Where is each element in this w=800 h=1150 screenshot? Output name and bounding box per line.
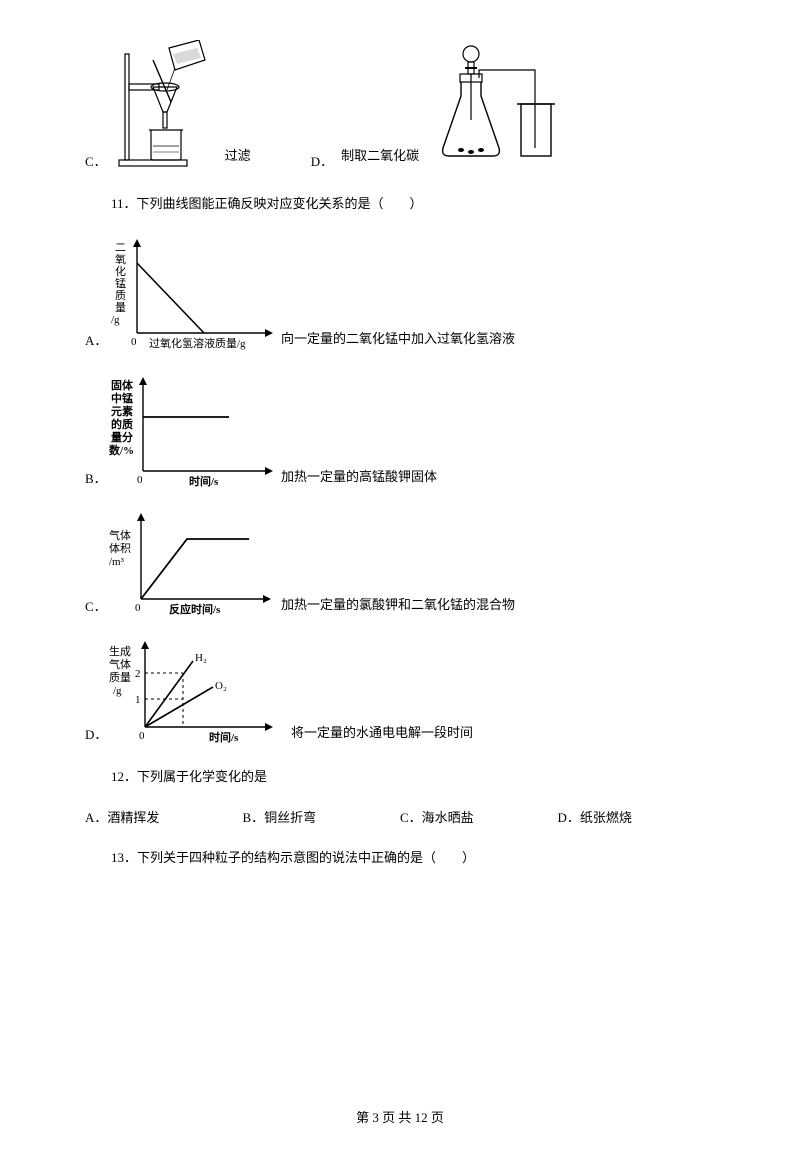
footer-text: 第 3 页 共 12 页	[356, 1110, 444, 1125]
svg-text:时间/s: 时间/s	[209, 730, 239, 744]
svg-text:0: 0	[137, 474, 143, 486]
q12-stem-text: 下列属于化学变化的是	[137, 769, 267, 784]
svg-text:中锰: 中锰	[111, 391, 133, 405]
q11-a-letter: A．	[85, 330, 109, 353]
svg-text:量分: 量分	[111, 430, 133, 444]
chart-a-svg: 二 氧 化 锰 质 量 /g 0 过氧化氢溶液质量/g	[109, 233, 279, 353]
q11-stem-text: 下列曲线图能正确反映对应变化关系的是（ ）	[137, 196, 423, 211]
page: C．	[0, 0, 800, 1150]
q11-b-letter: B．	[85, 468, 109, 491]
chart-b-svg: 固体 中锰 元素 的质 量分 数/% 0 时间/s	[109, 371, 279, 491]
q11-c-letter: C．	[85, 596, 109, 619]
q11-b-chart: 固体 中锰 元素 的质 量分 数/% 0 时间/s	[109, 371, 279, 491]
q12-a: A．酒精挥发	[85, 807, 243, 826]
q12-c: C．海水晒盐	[400, 807, 558, 826]
svg-text:/g: /g	[113, 685, 122, 697]
q12-number: 12．	[111, 769, 137, 784]
q10-c-label: 过滤	[225, 145, 251, 170]
q13-number: 13．	[111, 850, 137, 865]
q11-b-desc: 加热一定量的高锰酸钾固体	[281, 466, 437, 491]
svg-text:化: 化	[115, 264, 126, 278]
q11-d-letter: D．	[85, 724, 109, 747]
q11-d-chart: 生成 气体 质量 /g 0 2 1 H₂ O₂	[109, 637, 289, 747]
svg-text:固体: 固体	[111, 378, 134, 392]
q10-c-letter: C．	[85, 151, 107, 170]
svg-text:质量: 质量	[109, 671, 131, 684]
q10-row: C．	[85, 40, 715, 170]
svg-text:/g: /g	[111, 314, 120, 326]
q11-c-chart: 气体 体积 /m³ 0 反应时间/s	[109, 509, 279, 619]
q11-c-desc: 加热一定量的氯酸钾和二氧化锰的混合物	[281, 594, 515, 619]
svg-text:0: 0	[131, 336, 137, 348]
svg-text:二: 二	[115, 242, 126, 254]
q11-a-desc: 向一定量的二氧化锰中加入过氧化氢溶液	[281, 328, 515, 353]
q13-stem: 13．下列关于四种粒子的结构示意图的说法中正确的是（ ）	[85, 846, 715, 869]
svg-text:数/%: 数/%	[109, 443, 134, 457]
svg-text:2: 2	[135, 668, 141, 680]
svg-text:0: 0	[135, 602, 141, 614]
q11-optA: A． 二 氧 化 锰 质 量 /g 0 过氧化氢溶液质量/g	[85, 233, 715, 353]
svg-text:体积: 体积	[109, 541, 131, 555]
svg-text:气体: 气体	[109, 657, 131, 671]
svg-text:/m³: /m³	[109, 556, 125, 568]
filtration-apparatus	[113, 40, 223, 170]
q11-a-chart: 二 氧 化 锰 质 量 /g 0 过氧化氢溶液质量/g	[109, 233, 279, 353]
q11-optC: C． 气体 体积 /m³ 0 反应时间/s 加热一定量的氯酸钾和二氧化锰的混合物	[85, 509, 715, 619]
co2-svg	[425, 40, 575, 170]
chart-c-svg: 气体 体积 /m³ 0 反应时间/s	[109, 509, 279, 619]
q12-d: D．纸张燃烧	[558, 807, 716, 826]
q12-stem: 12．下列属于化学变化的是	[85, 765, 715, 788]
svg-text:气体: 气体	[109, 528, 131, 542]
svg-text:H₂: H₂	[195, 652, 207, 664]
chart-d-svg: 生成 气体 质量 /g 0 2 1 H₂ O₂	[109, 637, 289, 747]
svg-text:O₂: O₂	[215, 680, 227, 692]
q11-d-desc: 将一定量的水通电电解一段时间	[291, 722, 473, 747]
svg-text:锰: 锰	[115, 276, 126, 290]
q12-options: A．酒精挥发 B．铜丝折弯 C．海水晒盐 D．纸张燃烧	[85, 807, 715, 826]
q11-number: 11．	[111, 196, 137, 211]
svg-text:量: 量	[115, 301, 126, 314]
q10-d-letter: D．	[311, 151, 333, 170]
q12-b: B．铜丝折弯	[243, 807, 401, 826]
svg-text:质: 质	[115, 289, 126, 302]
svg-text:过氧化氢溶液质量/g: 过氧化氢溶液质量/g	[149, 336, 246, 350]
svg-text:氧: 氧	[115, 252, 126, 266]
svg-text:生成: 生成	[109, 644, 131, 658]
svg-text:的质: 的质	[111, 417, 133, 431]
q10-d-label: 制取二氧化碳	[341, 145, 419, 170]
co2-apparatus	[425, 40, 575, 170]
svg-text:元素: 元素	[111, 404, 133, 418]
svg-text:1: 1	[135, 694, 141, 706]
page-footer: 第 3 页 共 12 页	[0, 1107, 800, 1126]
svg-text:反应时间/s: 反应时间/s	[169, 602, 221, 616]
svg-text:0: 0	[139, 730, 145, 742]
q11-optD: D． 生成 气体 质量 /g 0 2 1 H₂ O₂	[85, 637, 715, 747]
q11-optB: B． 固体 中锰 元素 的质 量分 数/% 0 时间/s 加热一定量的高锰酸钾固…	[85, 371, 715, 491]
svg-text:时间/s: 时间/s	[189, 474, 219, 488]
filtration-svg	[113, 40, 223, 170]
q13-stem-text: 下列关于四种粒子的结构示意图的说法中正确的是（ ）	[137, 850, 475, 865]
q11-stem: 11．下列曲线图能正确反映对应变化关系的是（ ）	[85, 192, 715, 215]
